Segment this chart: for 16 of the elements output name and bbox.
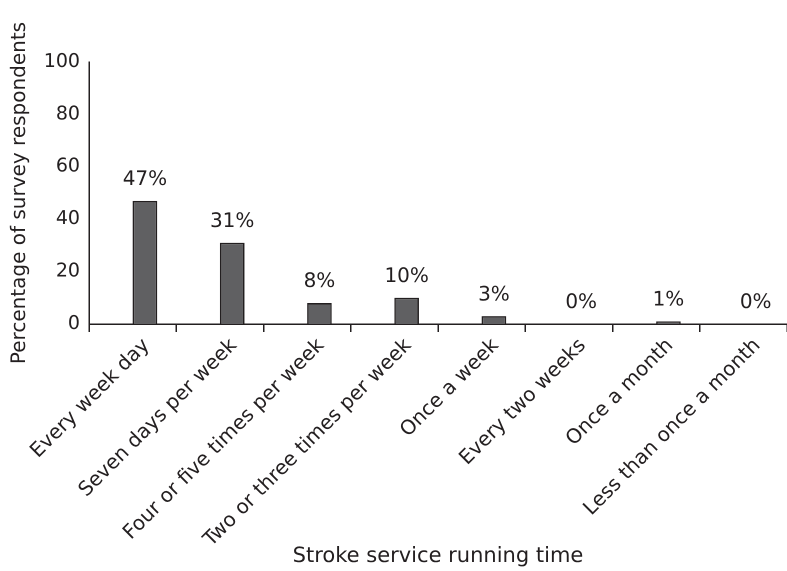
y-axis-title: Percentage of survey respondents bbox=[6, 22, 30, 364]
y-tick-label: 20 bbox=[56, 260, 80, 282]
y-tick-label: 100 bbox=[44, 50, 80, 72]
data-label: 1% bbox=[652, 286, 684, 311]
data-label: 47% bbox=[122, 166, 168, 190]
data-label: 8% bbox=[304, 268, 336, 292]
y-tick-label: 80 bbox=[56, 102, 80, 124]
data-label: 31% bbox=[210, 208, 254, 232]
y-tick-label: 60 bbox=[56, 154, 80, 177]
data-label: 0% bbox=[565, 289, 598, 314]
x-axis-title: Stroke service running time bbox=[292, 542, 584, 567]
data-label: 10% bbox=[384, 263, 429, 288]
data-label: 0% bbox=[740, 289, 772, 314]
y-tick-label: 0 bbox=[68, 312, 80, 334]
data-label: 3% bbox=[478, 281, 510, 306]
y-tick-label: 40 bbox=[56, 207, 80, 230]
